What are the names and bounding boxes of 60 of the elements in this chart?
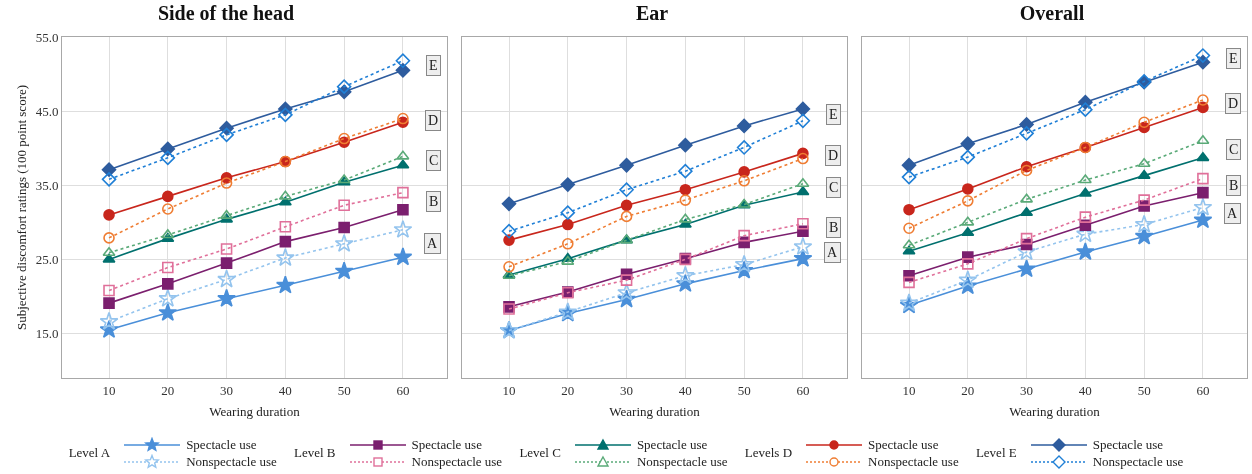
annotation: D (828, 148, 839, 163)
x-tick-label: 20 (161, 382, 175, 398)
legend-label: Spectacle use (1092, 436, 1164, 453)
text: Level A (68, 445, 111, 460)
chart-title: Overall (1019, 2, 1085, 25)
legend-label: Nonspectacle use (411, 453, 503, 470)
legend-label: Spectacle use (636, 436, 708, 453)
y-axis-title: Subjective discomfort ratings (100 point score) (13, 84, 29, 331)
x-axis-title: Wearing duration (209, 404, 301, 420)
x-tick-label: 40 (1078, 382, 1092, 398)
y-tick-label: 35.0 (35, 177, 59, 193)
annotation: E (829, 107, 838, 122)
y-tick-label: 55.0 (35, 29, 59, 45)
annotation: B (1229, 178, 1239, 193)
legend-label: Nonspectacle use (636, 453, 728, 470)
x-tick-label: 20 (961, 382, 975, 398)
annotation: B (829, 220, 839, 235)
annotation: B (429, 194, 439, 209)
annotation: E (429, 58, 438, 73)
annotation: C (829, 180, 839, 195)
legend-label: Nonspectacle use (186, 453, 277, 470)
x-axis-title: Wearing duration (1009, 404, 1101, 420)
legend-label: Nonspectacle use (868, 453, 959, 470)
y-tick-label: 15.0 (35, 326, 59, 342)
legend-label: Nonspectacle use (1092, 453, 1184, 470)
x-tick-label: 30 (220, 382, 234, 398)
annotation: D (1228, 96, 1239, 111)
x-tick-label: 10 (502, 382, 516, 398)
legend-label: Spectacle use (411, 436, 482, 453)
x-tick-label: 40 (278, 382, 292, 398)
annotation: E (1229, 51, 1238, 66)
x-tick-label: 60 (796, 382, 810, 398)
legend-label: Spectacle use (868, 436, 939, 453)
x-axis-title: Wearing duration (609, 404, 701, 420)
chart-title: Ear (635, 2, 669, 25)
text: Levels D (744, 445, 793, 460)
legend-label: Spectacle use (186, 436, 257, 453)
x-tick-label: 60 (1196, 382, 1210, 398)
annotation: A (827, 245, 838, 260)
x-tick-label: 50 (337, 382, 351, 398)
x-tick-label: 30 (1020, 382, 1034, 398)
y-tick-label: 25.0 (35, 251, 59, 267)
x-tick-label: 10 (102, 382, 116, 398)
text: Level C (519, 445, 561, 460)
y-tick-label: 45.0 (35, 103, 59, 119)
annotation: A (1227, 206, 1238, 221)
x-tick-label: 60 (396, 382, 410, 398)
text: Level E (975, 445, 1017, 460)
annotation: A (427, 236, 438, 251)
x-tick-label: 50 (1137, 382, 1151, 398)
x-tick-label: 30 (620, 382, 634, 398)
x-tick-label: 20 (561, 382, 575, 398)
text: Level B (294, 445, 336, 460)
x-tick-label: 40 (678, 382, 692, 398)
annotation: C (429, 153, 439, 168)
x-tick-label: 10 (902, 382, 916, 398)
annotation: C (1229, 142, 1239, 157)
x-tick-label: 50 (737, 382, 751, 398)
annotation: D (428, 113, 439, 128)
chart-title: Side of the head (157, 2, 295, 25)
